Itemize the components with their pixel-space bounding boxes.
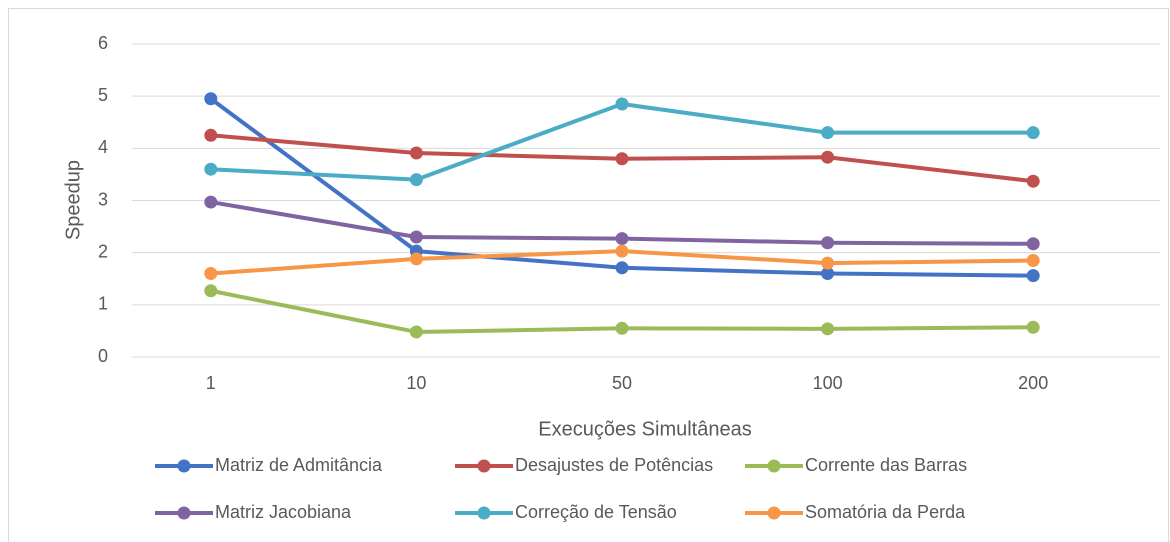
y-tick-label: 5 [98, 85, 108, 105]
y-tick-label: 6 [98, 33, 108, 53]
data-point [1026, 320, 1040, 334]
data-point [409, 173, 423, 187]
data-point [409, 325, 423, 339]
x-tick-label: 100 [813, 373, 843, 393]
legend-label: Corrente das Barras [805, 455, 967, 475]
x-tick-label: 50 [612, 373, 632, 393]
legend-marker [767, 459, 781, 473]
legend-marker [477, 459, 491, 473]
x-tick-label: 1 [206, 373, 216, 393]
legend-label: Matriz Jacobiana [215, 502, 352, 522]
data-point [1026, 174, 1040, 188]
data-point [821, 322, 835, 336]
legend-marker [767, 506, 781, 520]
data-point [204, 128, 218, 142]
legend-label: Desajustes de Potências [515, 455, 713, 475]
legend-label: Correção de Tensão [515, 502, 677, 522]
data-point [1026, 253, 1040, 267]
data-point [615, 244, 629, 258]
y-axis-title: Speedup [62, 160, 84, 240]
data-point [1026, 237, 1040, 251]
data-point [821, 267, 835, 281]
x-tick-label: 200 [1018, 373, 1048, 393]
y-tick-label: 0 [98, 346, 108, 366]
y-tick-label: 1 [98, 294, 108, 314]
data-point [409, 230, 423, 244]
data-point [1026, 126, 1040, 140]
legend-marker [177, 459, 191, 473]
data-point [615, 152, 629, 166]
data-point [615, 321, 629, 335]
y-tick-label: 2 [98, 241, 108, 261]
data-point [1026, 269, 1040, 283]
x-tick-label: 10 [406, 373, 426, 393]
data-point [409, 146, 423, 160]
data-point [821, 236, 835, 250]
data-point [204, 284, 218, 298]
legend-marker [177, 506, 191, 520]
x-axis-title: Execuções Simultâneas [538, 418, 751, 440]
data-point [204, 267, 218, 281]
data-point [204, 92, 218, 106]
y-tick-label: 3 [98, 189, 108, 209]
data-point [409, 252, 423, 266]
data-point [615, 97, 629, 111]
data-point [821, 126, 835, 140]
legend-label: Somatória da Perda [805, 502, 966, 522]
y-tick-label: 4 [98, 137, 108, 157]
data-point [615, 261, 629, 275]
data-point [615, 232, 629, 246]
data-point [821, 256, 835, 270]
legend-marker [477, 506, 491, 520]
legend-label: Matriz de Admitância [215, 455, 383, 475]
data-point [204, 195, 218, 209]
data-point [204, 162, 218, 176]
data-point [821, 150, 835, 164]
